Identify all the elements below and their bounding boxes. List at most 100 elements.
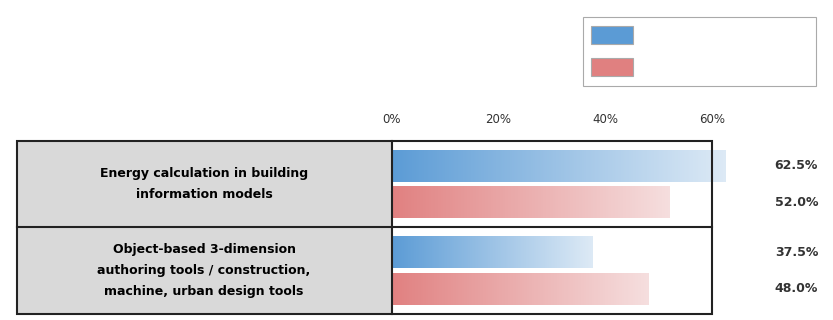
Bar xyxy=(403,186,406,218)
Bar xyxy=(421,186,423,218)
Bar xyxy=(582,236,584,268)
Bar xyxy=(504,186,506,218)
Bar xyxy=(628,186,630,218)
Text: 37.5%: 37.5% xyxy=(775,245,818,259)
Bar xyxy=(17,227,392,314)
Bar xyxy=(571,273,573,305)
Bar xyxy=(434,186,436,218)
Bar xyxy=(465,186,466,218)
Bar xyxy=(585,186,587,218)
Bar xyxy=(581,186,582,218)
Bar xyxy=(560,186,562,218)
Bar xyxy=(401,236,402,268)
Bar xyxy=(448,273,450,305)
Bar xyxy=(464,149,466,181)
Bar xyxy=(437,236,438,268)
Bar xyxy=(480,149,481,181)
Bar xyxy=(436,149,438,181)
Bar xyxy=(559,149,561,181)
Bar xyxy=(398,273,400,305)
Bar xyxy=(527,273,529,305)
Bar xyxy=(553,186,555,218)
Bar xyxy=(551,149,553,181)
Bar xyxy=(465,273,466,305)
Bar xyxy=(420,236,421,268)
Bar xyxy=(540,273,541,305)
Bar xyxy=(549,273,551,305)
Bar xyxy=(464,273,466,305)
Bar xyxy=(541,149,542,181)
Bar xyxy=(627,149,630,181)
Bar xyxy=(539,186,541,218)
Bar xyxy=(431,149,433,181)
Bar xyxy=(534,186,536,218)
Bar xyxy=(566,149,568,181)
Bar xyxy=(493,149,495,181)
Bar xyxy=(419,149,421,181)
Bar xyxy=(661,186,663,218)
Bar xyxy=(501,186,503,218)
Bar xyxy=(531,236,532,268)
Bar xyxy=(499,273,501,305)
Bar xyxy=(659,149,661,181)
Bar xyxy=(641,273,643,305)
Bar xyxy=(425,149,426,181)
Bar xyxy=(516,273,518,305)
Bar xyxy=(630,149,631,181)
Bar xyxy=(406,186,407,218)
Bar xyxy=(630,186,631,218)
Bar xyxy=(469,273,471,305)
Bar xyxy=(393,186,395,218)
Bar xyxy=(576,236,578,268)
Bar xyxy=(468,273,470,305)
Bar xyxy=(566,149,567,181)
Bar xyxy=(587,236,589,268)
Bar xyxy=(591,236,593,268)
Bar xyxy=(636,186,637,218)
Bar xyxy=(487,273,489,305)
Bar xyxy=(434,236,435,268)
Bar xyxy=(435,186,436,218)
Bar xyxy=(637,186,639,218)
Bar xyxy=(499,236,501,268)
Bar xyxy=(493,186,495,218)
Bar xyxy=(582,149,584,181)
Bar xyxy=(395,273,397,305)
Bar xyxy=(626,186,628,218)
Bar xyxy=(589,273,591,305)
Bar xyxy=(705,149,706,181)
Bar xyxy=(712,149,714,181)
Bar xyxy=(589,149,591,181)
Bar xyxy=(610,186,612,218)
Bar xyxy=(548,236,549,268)
Bar xyxy=(521,236,522,268)
Bar xyxy=(471,273,473,305)
Bar xyxy=(545,273,546,305)
Bar xyxy=(652,149,654,181)
Bar xyxy=(577,236,579,268)
Bar xyxy=(538,236,540,268)
Bar xyxy=(520,149,521,181)
Bar xyxy=(527,149,529,181)
Bar xyxy=(564,273,566,305)
Bar xyxy=(531,149,534,181)
Bar xyxy=(579,149,581,181)
Bar xyxy=(565,186,566,218)
Bar xyxy=(464,236,466,268)
Bar xyxy=(430,273,431,305)
Bar xyxy=(642,149,644,181)
Bar xyxy=(442,186,444,218)
Bar xyxy=(501,149,502,181)
Bar xyxy=(490,149,491,181)
Bar xyxy=(586,149,587,181)
Bar xyxy=(427,273,429,305)
Bar xyxy=(431,236,432,268)
Bar xyxy=(551,186,552,218)
Bar xyxy=(455,236,456,268)
Bar xyxy=(574,186,576,218)
Bar xyxy=(394,236,396,268)
Bar xyxy=(403,236,404,268)
Bar xyxy=(473,149,475,181)
Bar xyxy=(559,236,561,268)
Bar xyxy=(469,236,471,268)
